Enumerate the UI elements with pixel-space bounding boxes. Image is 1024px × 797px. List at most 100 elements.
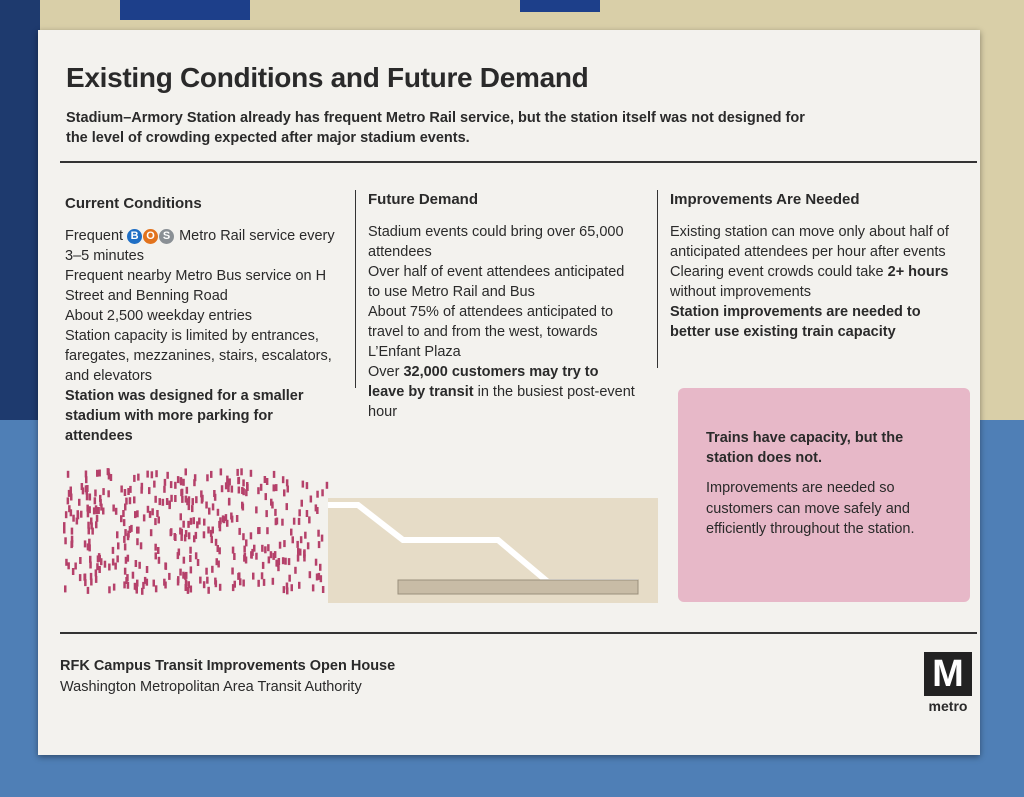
person bbox=[218, 547, 221, 555]
train bbox=[397, 579, 639, 595]
person bbox=[218, 524, 222, 532]
footer-organization: Washington Metropolitan Area Transit Aut… bbox=[60, 679, 362, 695]
person bbox=[163, 485, 166, 493]
person bbox=[84, 579, 87, 587]
person bbox=[63, 526, 66, 534]
person bbox=[239, 578, 242, 586]
person bbox=[308, 571, 312, 579]
person bbox=[202, 531, 206, 539]
person bbox=[241, 487, 244, 494]
person bbox=[94, 575, 98, 583]
person bbox=[154, 585, 158, 593]
person bbox=[314, 504, 318, 512]
person bbox=[281, 476, 285, 484]
person bbox=[86, 504, 89, 512]
person bbox=[70, 527, 74, 535]
person bbox=[272, 484, 275, 492]
person bbox=[287, 558, 291, 566]
person bbox=[156, 510, 159, 517]
person bbox=[174, 481, 177, 489]
person bbox=[182, 478, 185, 486]
person bbox=[317, 541, 321, 549]
person bbox=[116, 555, 119, 563]
person bbox=[135, 586, 138, 594]
person bbox=[284, 557, 287, 565]
person bbox=[173, 533, 176, 540]
person bbox=[149, 529, 153, 537]
text-segment: Frequent bbox=[65, 228, 128, 244]
person bbox=[174, 495, 177, 502]
person bbox=[308, 516, 311, 524]
person bbox=[70, 535, 74, 543]
person bbox=[277, 564, 280, 572]
person bbox=[244, 556, 248, 564]
person bbox=[196, 559, 200, 566]
person bbox=[94, 489, 97, 497]
person bbox=[261, 544, 264, 552]
person bbox=[283, 540, 286, 548]
person bbox=[213, 490, 216, 497]
person bbox=[145, 566, 149, 573]
person bbox=[136, 538, 139, 546]
person bbox=[193, 535, 196, 543]
text-segment: Stadium events could bring over 65,000 a… bbox=[368, 224, 624, 260]
person bbox=[93, 497, 97, 505]
person bbox=[325, 481, 329, 489]
person bbox=[94, 569, 98, 577]
column: Future Demand Stadium events could bring … bbox=[368, 190, 638, 422]
person bbox=[271, 577, 275, 585]
person bbox=[320, 534, 324, 542]
subtitle: Stadium–Armory Station already has frequ… bbox=[66, 110, 805, 146]
text-segment: Station capacity is limited by entrances… bbox=[65, 328, 332, 384]
person bbox=[215, 558, 218, 566]
person bbox=[189, 546, 192, 554]
person bbox=[97, 553, 101, 561]
person bbox=[102, 488, 105, 496]
person bbox=[180, 489, 183, 497]
person bbox=[255, 552, 258, 560]
bullet-item: Over half of event attendees anticipated… bbox=[368, 262, 638, 302]
bullet-item: About 75% of attendees anticipated to tr… bbox=[368, 302, 638, 362]
person bbox=[257, 487, 260, 495]
column-heading: Improvements Are Needed bbox=[670, 191, 860, 208]
person bbox=[189, 566, 193, 574]
person bbox=[189, 517, 193, 525]
person bbox=[296, 540, 299, 548]
person bbox=[213, 493, 217, 501]
person bbox=[317, 572, 321, 580]
person bbox=[154, 543, 157, 551]
person bbox=[273, 551, 277, 559]
person bbox=[311, 584, 315, 592]
person bbox=[198, 517, 201, 525]
person bbox=[226, 519, 229, 527]
person bbox=[102, 507, 105, 515]
text-segment: Over half of event attendees anticipated… bbox=[368, 264, 625, 300]
text-segment: in the busiest post-event hour bbox=[368, 384, 635, 420]
person bbox=[86, 543, 90, 551]
person bbox=[176, 476, 180, 484]
person bbox=[227, 485, 230, 493]
person bbox=[202, 581, 206, 589]
person bbox=[123, 535, 126, 543]
person bbox=[114, 562, 117, 570]
person bbox=[71, 568, 75, 575]
person bbox=[203, 518, 206, 526]
person bbox=[98, 469, 101, 477]
person bbox=[253, 544, 256, 552]
logo-mark: M bbox=[924, 652, 972, 696]
person bbox=[143, 576, 147, 584]
person bbox=[246, 482, 249, 489]
person bbox=[96, 563, 99, 571]
person bbox=[192, 517, 195, 525]
person bbox=[112, 504, 115, 512]
person bbox=[262, 578, 266, 586]
person bbox=[150, 471, 154, 479]
person bbox=[321, 489, 324, 497]
person bbox=[107, 490, 110, 498]
person bbox=[200, 490, 203, 498]
person bbox=[126, 581, 130, 589]
person bbox=[95, 521, 98, 529]
bullet-item: Over 32,000 customers may try to leave b… bbox=[368, 362, 638, 422]
person bbox=[305, 482, 309, 490]
column-heading: Current Conditions bbox=[65, 195, 202, 212]
